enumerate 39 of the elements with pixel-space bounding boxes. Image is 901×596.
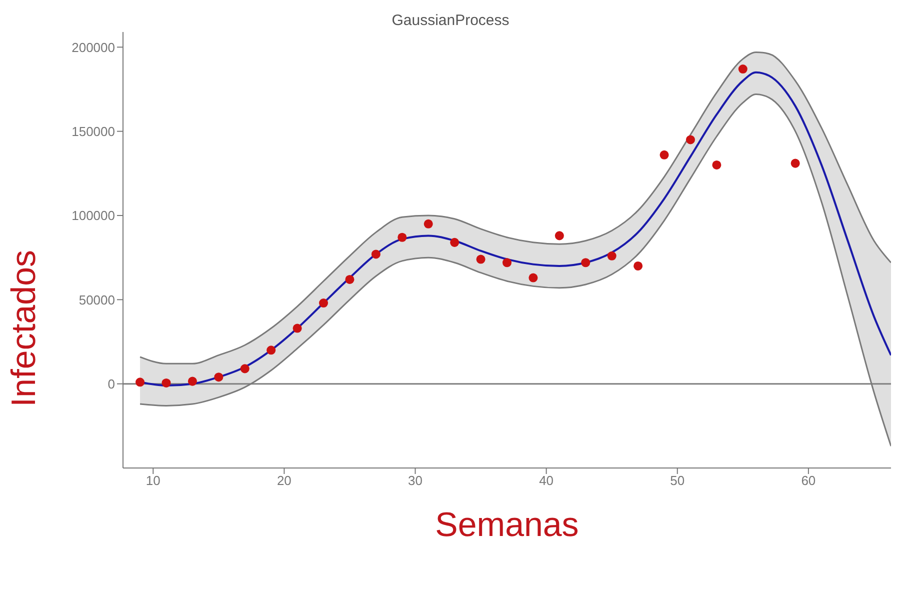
y-tick-label: 200000 — [72, 40, 115, 55]
point — [738, 64, 748, 74]
x-tick-label: 50 — [670, 473, 685, 488]
x-tick-label: 40 — [539, 473, 554, 488]
x-tick-label: 60 — [801, 473, 816, 488]
x-tick-label: 10 — [146, 473, 160, 488]
point — [424, 219, 433, 228]
point — [371, 250, 380, 259]
point — [214, 372, 224, 382]
point — [162, 378, 171, 388]
point — [502, 258, 512, 268]
y-tick-label: 50000 — [78, 292, 115, 308]
point — [136, 378, 145, 387]
point — [398, 232, 407, 242]
x-axis-title: Semanas — [435, 506, 579, 544]
point — [660, 150, 669, 160]
x-tick-label: 20 — [276, 473, 292, 488]
point — [188, 376, 197, 386]
point — [790, 158, 800, 168]
y-tick-label: 100000 — [72, 208, 115, 224]
y-axis-title: Infectados — [5, 250, 44, 407]
point — [634, 261, 643, 270]
point — [607, 251, 616, 260]
point — [712, 160, 722, 170]
point — [292, 324, 302, 333]
chart-title: GaussianProcess — [390, 12, 510, 29]
point — [554, 231, 564, 240]
y-tick-label: 150000 — [72, 124, 115, 139]
point — [686, 135, 695, 144]
point — [476, 254, 486, 264]
point — [319, 298, 328, 308]
point — [240, 364, 250, 374]
point — [450, 238, 460, 247]
y-tick-label: 0 — [108, 376, 115, 392]
point — [345, 274, 354, 284]
point — [581, 258, 590, 268]
point — [266, 346, 276, 355]
x-tick-label: 30 — [408, 473, 422, 488]
point — [528, 273, 538, 282]
